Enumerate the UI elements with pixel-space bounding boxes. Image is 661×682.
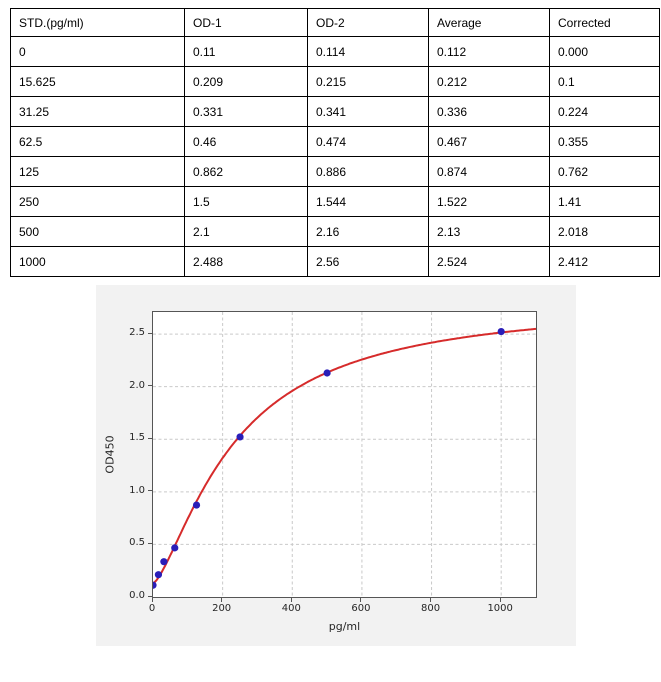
table-row: 250 1.5 1.544 1.522 1.41 — [10, 186, 660, 217]
x-tick-label: 200 — [212, 603, 232, 614]
y-tick-mark — [148, 542, 152, 544]
col-header-average: Average — [428, 8, 550, 37]
data-point-marker — [497, 327, 505, 336]
cell-std: 62.5 — [10, 126, 185, 157]
x-tick-label: 1000 — [487, 603, 513, 614]
y-tick-label: 1.0 — [129, 484, 145, 496]
table-header-row: STD.(pg/ml) OD-1 OD-2 Average Corrected — [10, 8, 660, 37]
x-tick-mark — [499, 598, 501, 602]
y-tick-mark — [148, 332, 152, 334]
cell-od2: 2.16 — [307, 216, 429, 247]
cell-od1: 0.209 — [184, 66, 308, 97]
data-point-marker — [160, 558, 168, 566]
cell-corrected: 0.762 — [549, 156, 660, 187]
x-tick-mark — [221, 598, 223, 602]
x-tick-label: 800 — [420, 603, 441, 614]
col-header-od1: OD-1 — [184, 8, 308, 37]
cell-std: 31.25 — [10, 96, 185, 127]
y-tick-mark — [148, 595, 152, 597]
data-point-marker — [171, 544, 179, 552]
y-tick-label: 1.5 — [129, 432, 145, 444]
standards-table: STD.(pg/ml) OD-1 OD-2 Average Corrected … — [10, 8, 660, 277]
x-tick-label: 0 — [148, 603, 156, 614]
x-tick-mark — [360, 598, 362, 602]
cell-corrected: 1.41 — [549, 186, 660, 217]
col-header-corrected: Corrected — [549, 8, 660, 37]
cell-od1: 0.862 — [184, 156, 308, 187]
col-header-od2: OD-2 — [307, 8, 429, 37]
table-row: 0 0.11 0.114 0.112 0.000 — [10, 36, 660, 67]
data-point-marker — [154, 571, 163, 579]
cell-average: 0.112 — [428, 36, 550, 67]
cell-average: 2.524 — [428, 246, 550, 277]
cell-od2: 2.56 — [307, 246, 429, 277]
cell-average: 1.522 — [428, 186, 550, 217]
cell-corrected: 0.355 — [549, 126, 660, 157]
table-row: 62.5 0.46 0.474 0.467 0.355 — [10, 126, 660, 157]
cell-average: 0.336 — [428, 96, 550, 127]
standard-curve-figure: OD450 pg/ml 0 200 400 600 800 1000 0.0 0.5 1.0 1.… — [96, 285, 576, 646]
cell-od2: 0.114 — [307, 36, 429, 67]
cell-average: 0.212 — [428, 66, 550, 97]
data-point-marker — [236, 433, 244, 441]
cell-od1: 0.331 — [184, 96, 308, 127]
cell-std: 250 — [10, 186, 185, 217]
cell-average: 0.467 — [428, 126, 550, 157]
x-tick-label: 400 — [281, 603, 301, 614]
x-tick-mark — [290, 598, 292, 602]
table-row: 15.625 0.209 0.215 0.212 0.1 — [10, 66, 660, 97]
x-tick-label: 600 — [351, 603, 371, 614]
table-row: 500 2.1 2.16 2.13 2.018 — [10, 216, 660, 247]
cell-std: 0 — [10, 36, 185, 67]
cell-corrected: 2.412 — [549, 246, 660, 277]
cell-od1: 0.11 — [184, 36, 308, 67]
cell-od2: 0.215 — [307, 66, 429, 97]
cell-corrected: 2.018 — [549, 216, 660, 247]
data-point-marker — [323, 369, 331, 377]
curve-plot-svg — [153, 312, 536, 597]
cell-std: 500 — [10, 216, 185, 247]
y-tick-label: 0.0 — [129, 590, 145, 601]
table-row: 125 0.862 0.886 0.874 0.762 — [10, 156, 660, 187]
plot-area — [152, 311, 537, 598]
cell-od1: 1.5 — [184, 186, 308, 217]
x-tick-mark — [430, 598, 432, 602]
cell-od1: 0.46 — [184, 126, 308, 157]
table-row: 1000 2.488 2.56 2.524 2.412 — [10, 246, 660, 277]
y-tick-mark — [148, 385, 152, 387]
y-tick-label: 0.5 — [129, 537, 145, 549]
y-tick-label: 2.5 — [129, 327, 145, 339]
data-point-marker — [153, 581, 157, 589]
cell-corrected: 0.000 — [549, 36, 660, 67]
cell-std: 1000 — [10, 246, 185, 277]
cell-od2: 1.544 — [307, 186, 429, 217]
cell-average: 2.13 — [428, 216, 550, 247]
cell-average: 0.874 — [428, 156, 550, 187]
cell-std: 15.625 — [10, 66, 185, 97]
cell-od2: 0.886 — [307, 156, 429, 187]
cell-corrected: 0.1 — [549, 66, 660, 97]
table-row: 31.25 0.331 0.341 0.336 0.224 — [10, 96, 660, 127]
x-tick-mark — [151, 598, 153, 602]
x-axis-label: pg/ml — [328, 620, 361, 633]
fit-curve-line — [153, 327, 536, 585]
cell-od2: 0.341 — [307, 96, 429, 127]
col-header-std: STD.(pg/ml) — [10, 8, 185, 37]
cell-od2: 0.474 — [307, 126, 429, 157]
y-axis-label: OD450 — [96, 311, 124, 598]
y-tick-mark — [148, 437, 152, 439]
data-point-marker — [192, 501, 201, 509]
cell-od1: 2.488 — [184, 246, 308, 277]
cell-std: 125 — [10, 156, 185, 187]
cell-od1: 2.1 — [184, 216, 308, 247]
cell-corrected: 0.224 — [549, 96, 660, 127]
y-tick-mark — [148, 490, 152, 492]
y-tick-label: 2.0 — [129, 379, 145, 391]
